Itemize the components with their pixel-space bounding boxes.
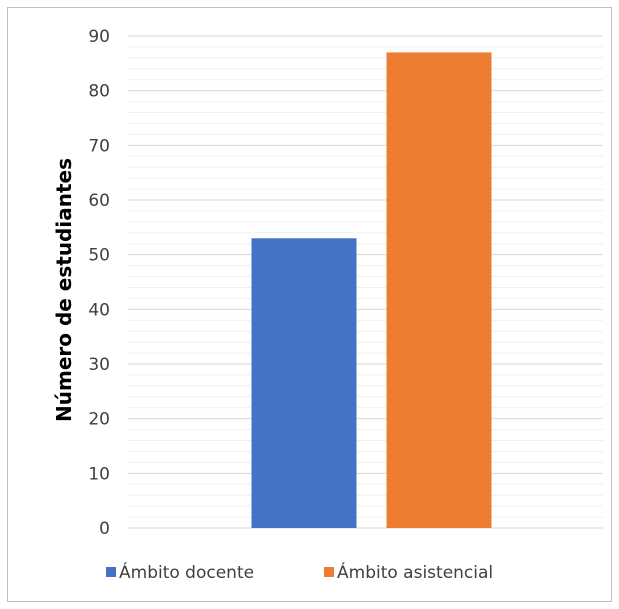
bars (251, 52, 492, 529)
y-tick-label: 90 (88, 27, 110, 47)
minor-gridlines (128, 46, 603, 518)
legend: Ámbito docente Ámbito asistencial (106, 561, 493, 583)
y-tick-label: 70 (88, 136, 110, 156)
y-tick-label: 60 (88, 191, 110, 211)
legend-label: Ámbito asistencial (337, 561, 493, 583)
legend-swatch (324, 567, 334, 577)
y-tick-label: 20 (88, 410, 110, 430)
y-axis-ticks: 0 10 20 30 40 50 60 70 80 90 (88, 27, 110, 539)
bar-ambito-docente (251, 238, 357, 528)
y-tick-label: 80 (88, 82, 110, 102)
major-gridlines (128, 35, 603, 529)
y-tick-label: 10 (88, 464, 110, 484)
y-tick-label: 50 (88, 246, 110, 266)
y-axis-title: Número de estudiantes (52, 158, 76, 422)
y-tick-label: 30 (88, 355, 110, 375)
bar-chart: 0 10 20 30 40 50 60 70 80 90 Número de estudiante… (52, 27, 603, 583)
y-tick-label: 0 (99, 519, 110, 539)
legend-label: Ámbito docente (119, 561, 254, 583)
legend-swatch (106, 567, 116, 577)
chart-frame: 0 10 20 30 40 50 60 70 80 90 Número de estudiante… (7, 7, 612, 602)
bar-ambito-asistencial (386, 52, 492, 529)
y-tick-label: 40 (88, 300, 110, 320)
